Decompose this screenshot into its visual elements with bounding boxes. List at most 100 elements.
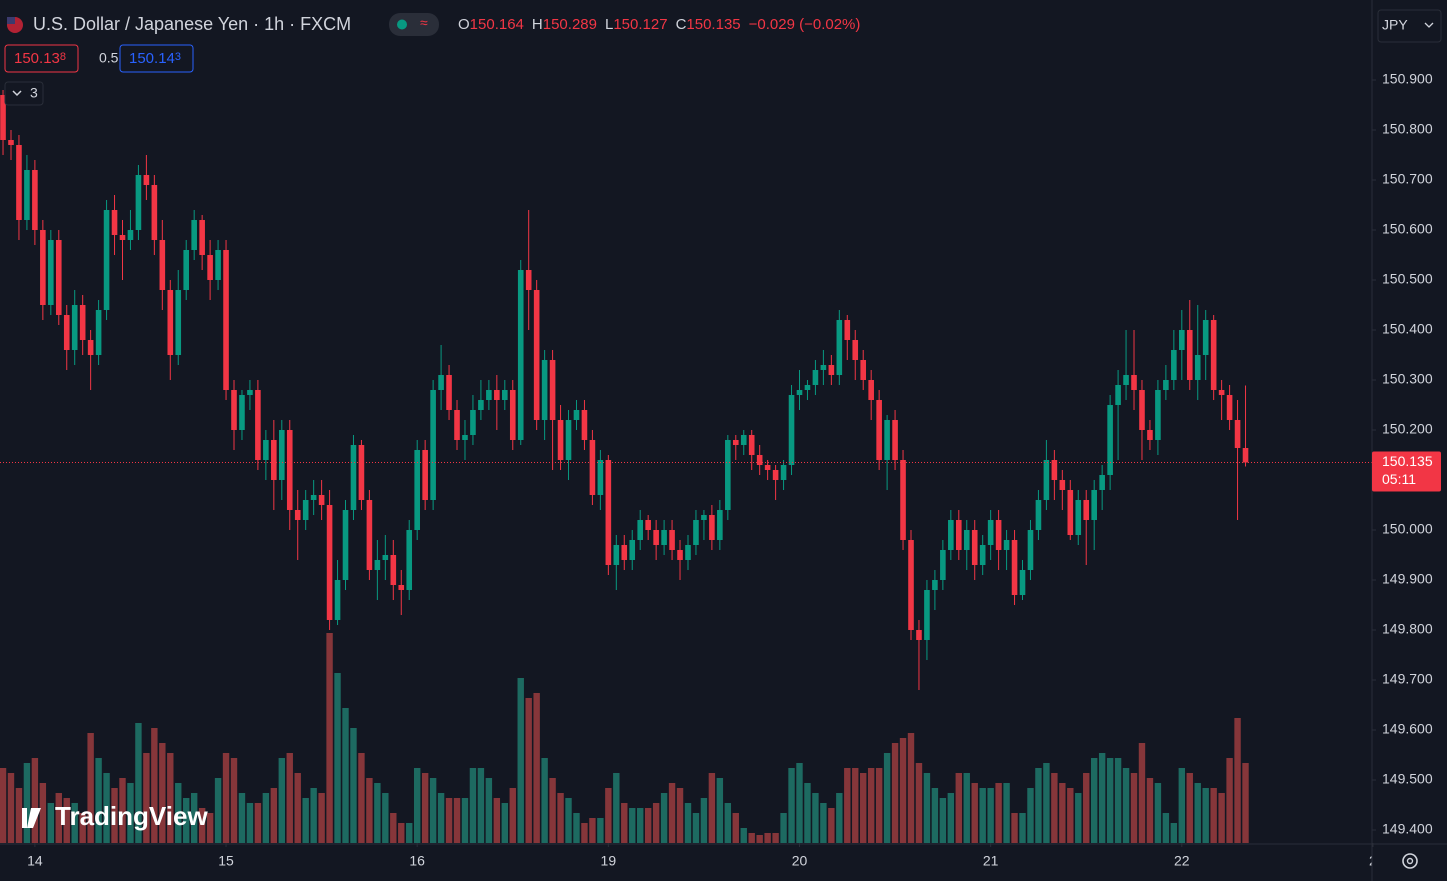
spread: 0.5 [99, 50, 119, 66]
volume-bar [772, 833, 779, 843]
volume-bar [1043, 763, 1050, 843]
volume-bar [796, 763, 803, 843]
candle-body [908, 540, 914, 630]
sell-button[interactable] [4, 44, 79, 73]
volume-bar [1090, 758, 1098, 843]
candle-body [1194, 355, 1201, 380]
volume-bar [270, 788, 278, 843]
candle-body [613, 545, 620, 565]
volume-bar [230, 758, 238, 843]
x-tick-label: 19 [601, 853, 617, 869]
candle-body [589, 440, 596, 495]
ohlc-value: 150.127 [613, 16, 667, 33]
volume-bar [31, 758, 39, 843]
candle-body [1067, 490, 1074, 535]
volume-bar [660, 793, 668, 843]
chevron-icon [1424, 22, 1434, 28]
buy-price[interactable]: 150.143 [129, 50, 181, 67]
candle-body [748, 435, 755, 455]
candle-body [494, 390, 500, 400]
candle-body [374, 560, 381, 570]
candle-body [334, 580, 341, 620]
candle-body [1051, 460, 1058, 480]
volume-bar [485, 778, 493, 843]
volume-bar [421, 773, 429, 843]
volume-bar [1202, 788, 1209, 843]
y-tick-label: 150.500 [1382, 271, 1433, 287]
candle-body [0, 95, 6, 140]
volume-bar [684, 803, 692, 843]
volume-bar [1226, 758, 1233, 843]
candle-body [390, 555, 397, 585]
volume-bar [509, 788, 516, 843]
buy-pip: 3 [175, 51, 181, 63]
volume-bar [668, 783, 676, 843]
candle-body [932, 580, 938, 590]
volume-bar [214, 778, 222, 843]
volume-bar [143, 753, 150, 843]
candle-body [740, 435, 747, 445]
volume-bar [342, 708, 349, 843]
symbol-title[interactable]: U.S. Dollar / Japanese Yen · 1h · FXCM [33, 14, 351, 34]
volume-bar [637, 808, 644, 843]
volume-bar [39, 783, 47, 843]
volume-bar [525, 698, 532, 843]
candle-body [565, 420, 572, 460]
indicator-toggle[interactable] [4, 81, 44, 106]
candle-body [183, 250, 190, 290]
y-tick-label: 150.300 [1382, 371, 1433, 387]
ohlc-value: 150.135 [686, 16, 740, 33]
volume-bar [1106, 758, 1114, 843]
candle-body [486, 390, 492, 400]
volume-bar [151, 728, 158, 843]
currency-button[interactable] [1377, 9, 1442, 43]
candle-body [549, 360, 556, 420]
volume-bar [621, 803, 628, 843]
candle-body [677, 550, 683, 560]
y-tick-label: 149.900 [1382, 571, 1433, 587]
volume-bar [1059, 783, 1066, 843]
y-tick-label: 149.600 [1382, 721, 1433, 737]
candle-body [780, 465, 787, 480]
volume-bar [708, 773, 716, 843]
volume-bar [453, 798, 461, 843]
flag-icon [7, 17, 15, 24]
volume-bar [883, 753, 891, 843]
candle-body [446, 375, 452, 410]
candle-body [916, 630, 922, 640]
buy-button[interactable] [119, 44, 194, 73]
x-tick-label: 16 [409, 853, 425, 869]
x-tick-label: 22 [1174, 853, 1190, 869]
status-pill[interactable] [389, 13, 439, 36]
volume-bar [246, 803, 254, 843]
currency[interactable]: JPY [1382, 17, 1408, 33]
volume-bar [206, 813, 214, 843]
candle-body [247, 390, 253, 395]
candle-body [119, 235, 126, 240]
sell-main: 150.13 [14, 50, 60, 67]
volume-bar [971, 783, 978, 843]
volume-bar [565, 798, 572, 843]
volume-bar [318, 793, 325, 843]
candle-body [669, 530, 675, 550]
price-axis-panel [1372, 0, 1447, 881]
sell-price[interactable]: 150.138 [14, 50, 66, 67]
settings-icon[interactable] [1402, 853, 1418, 869]
volume-bar [820, 803, 827, 843]
volume-bar [111, 788, 118, 843]
candle-body [661, 530, 667, 545]
candle-body [860, 360, 867, 380]
candle-body [135, 175, 142, 230]
candle-body [239, 395, 245, 430]
volume-bar [374, 783, 381, 843]
y-tick-label: 149.700 [1382, 671, 1433, 687]
candle-body [963, 530, 970, 550]
last-price-tag [1372, 451, 1441, 492]
candle-body [788, 395, 795, 465]
candle-body [1083, 500, 1090, 520]
candle-body [87, 340, 94, 355]
candle-body [533, 290, 540, 420]
y-tick-label: 150.600 [1382, 221, 1433, 237]
candle-body [159, 240, 166, 290]
candle-body [111, 210, 118, 235]
